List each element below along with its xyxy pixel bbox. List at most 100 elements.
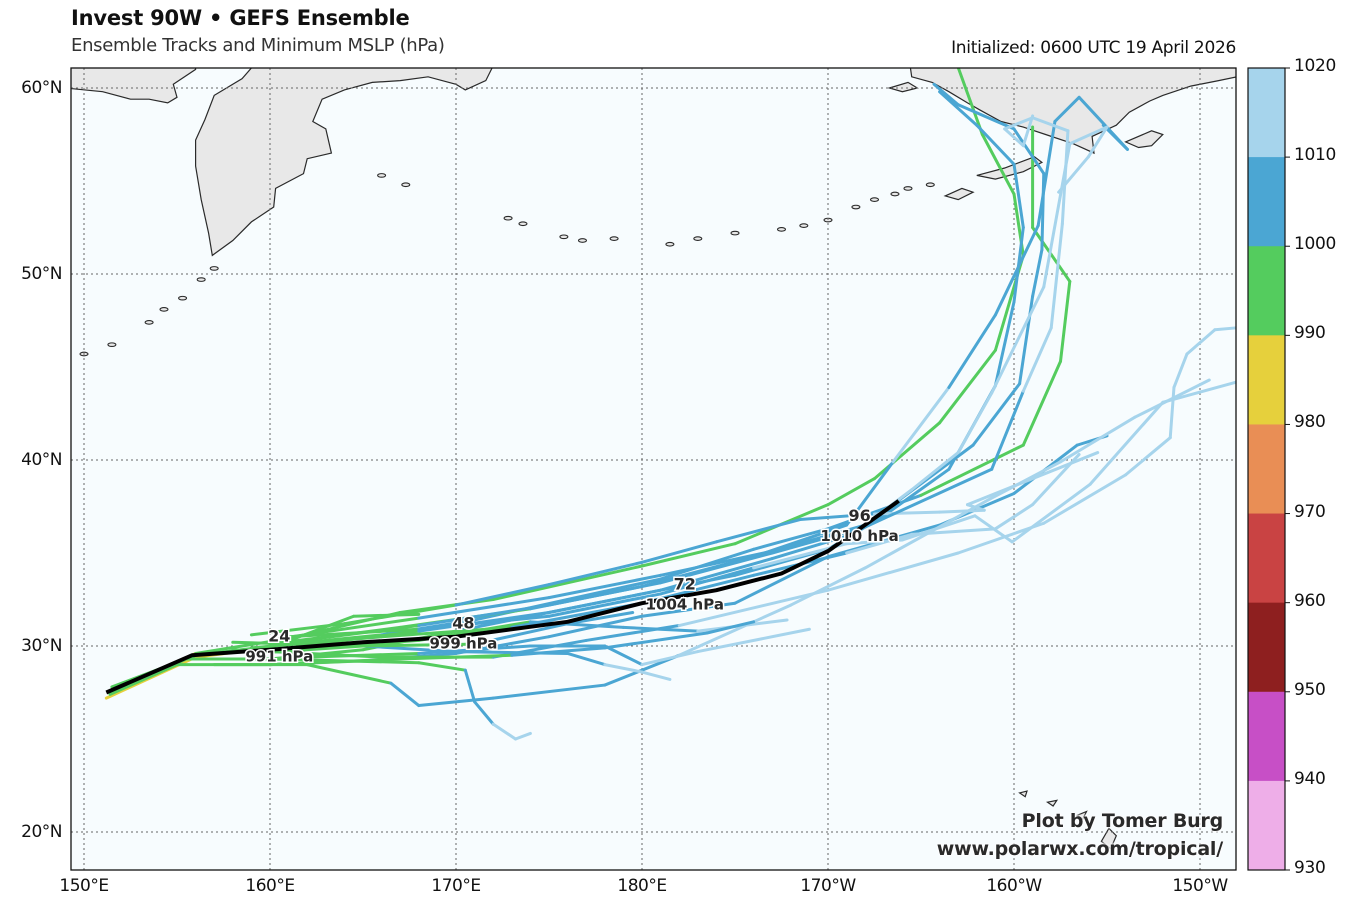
mean-track-layer: 24 991 hPa 48 999 hPa 72 1004 hPa 96 1010 hPa — [105, 499, 900, 695]
track-segment — [566, 651, 607, 667]
y-tick-label: 50°N — [21, 264, 62, 284]
island — [107, 342, 117, 348]
track-segment — [733, 555, 830, 605]
track-segment — [826, 493, 923, 531]
colorbar — [1247, 67, 1290, 871]
track-segment — [491, 683, 607, 700]
track-segment — [1049, 222, 1064, 330]
track-segment — [1042, 473, 1128, 525]
mslp-label: 1010 hPa — [820, 527, 898, 545]
x-tick-label: 170°E — [431, 876, 481, 896]
track-segment — [863, 467, 994, 529]
y-tick-label: 40°N — [21, 450, 62, 470]
colorbar-frame — [1247, 67, 1286, 871]
track-segment — [454, 583, 551, 607]
colorbar-bin — [1248, 602, 1285, 693]
track-segment — [826, 477, 876, 507]
track-segment — [990, 389, 1025, 471]
track-segment — [510, 646, 607, 657]
track-segment — [993, 300, 1016, 388]
island — [144, 320, 154, 325]
track-segment — [956, 103, 1016, 131]
track-segment — [547, 573, 663, 600]
track-segment — [417, 696, 495, 708]
track-segment — [640, 601, 737, 618]
mslp-label: 991 hPa — [245, 648, 313, 666]
track-segment — [398, 653, 514, 661]
track-segment — [956, 391, 994, 455]
track-segment — [514, 731, 532, 741]
island — [869, 197, 880, 202]
x-tick-label: 180°E — [617, 876, 667, 896]
forecast-hour-label: 96 — [848, 506, 870, 525]
landmass — [909, 68, 1236, 155]
track-segment — [1059, 415, 1137, 464]
colorbar-tick-label: 960 — [1294, 590, 1326, 611]
track-segment — [975, 123, 1016, 166]
colorbar-tick-label: 970 — [1294, 501, 1326, 522]
track-segment — [566, 611, 635, 626]
colorbar-tick-label: 930 — [1294, 858, 1326, 878]
mslp-label: 1004 hPa — [646, 596, 724, 614]
track-segment — [1042, 142, 1072, 289]
island — [209, 266, 219, 271]
x-tick-label: 150°W — [1172, 876, 1228, 896]
track-segment — [966, 503, 986, 512]
track-segment — [798, 512, 876, 522]
track-segment — [361, 642, 477, 648]
track-segment — [705, 620, 756, 635]
ensemble-member-track — [305, 627, 811, 667]
island — [890, 191, 900, 197]
track-segment — [696, 627, 811, 654]
island — [196, 277, 206, 282]
track-segment — [1031, 116, 1070, 133]
y-tick-label: 60°N — [21, 78, 62, 98]
track-segment — [389, 681, 421, 708]
island — [178, 295, 188, 301]
forecast-hour-label: 48 — [452, 614, 474, 633]
track-segment — [547, 581, 663, 607]
track-segment — [547, 588, 663, 615]
track-segment — [714, 518, 802, 544]
ensemble-member-track — [249, 611, 635, 655]
track-segment — [910, 451, 960, 492]
track-segment — [1068, 125, 1109, 146]
mslp-label: 999 hPa — [429, 635, 497, 653]
track-segment — [932, 82, 960, 107]
track-segment — [659, 557, 774, 592]
track-segment — [640, 670, 672, 681]
track-segment — [584, 624, 681, 642]
colorbar-tick-label: 940 — [1294, 768, 1326, 789]
credit-url[interactable]: www.polarwx.com/tropical/ — [936, 838, 1223, 860]
ensemble-member-track — [249, 451, 1100, 637]
track-segment — [873, 421, 942, 481]
island — [851, 204, 861, 210]
landmass — [1124, 130, 1164, 149]
track-segment — [108, 663, 179, 696]
landmass — [976, 156, 1044, 180]
track-segment — [417, 611, 551, 633]
chart-subtitle: Ensemble Tracks and Minimum MSLP (hPa) — [71, 35, 445, 56]
colorbar-bin — [1248, 335, 1285, 425]
track-segment — [1161, 380, 1236, 404]
track-segment — [342, 603, 458, 626]
x-tick-label: 170°W — [800, 876, 856, 896]
landmass — [1075, 810, 1088, 820]
track-segment — [938, 90, 979, 127]
track-segment — [1021, 114, 1035, 148]
island — [377, 173, 387, 178]
track-segment — [677, 588, 830, 628]
x-tick-label: 160°W — [986, 876, 1042, 896]
island — [401, 182, 411, 188]
track-segment — [873, 510, 942, 516]
initialized-time: Initialized: 0600 UTC 19 April 2026 — [951, 38, 1236, 58]
track-segment — [971, 382, 1022, 447]
track-segment — [966, 451, 1100, 507]
track-segment — [845, 532, 914, 555]
colorbar-bin — [1248, 513, 1285, 604]
track-segment — [1010, 482, 1092, 544]
track-segment — [296, 629, 421, 648]
mean-track-line — [105, 499, 900, 695]
track-segment — [1057, 155, 1090, 194]
island — [730, 230, 740, 236]
